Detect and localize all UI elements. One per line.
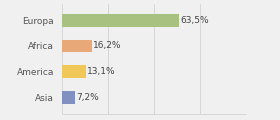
Text: 7,2%: 7,2% — [76, 93, 99, 102]
Bar — [62, 40, 92, 52]
Text: 13,1%: 13,1% — [87, 67, 116, 76]
Bar — [62, 65, 86, 78]
Bar — [62, 14, 179, 27]
Bar — [62, 91, 75, 104]
Text: 16,2%: 16,2% — [93, 42, 122, 51]
Text: 63,5%: 63,5% — [180, 16, 209, 25]
